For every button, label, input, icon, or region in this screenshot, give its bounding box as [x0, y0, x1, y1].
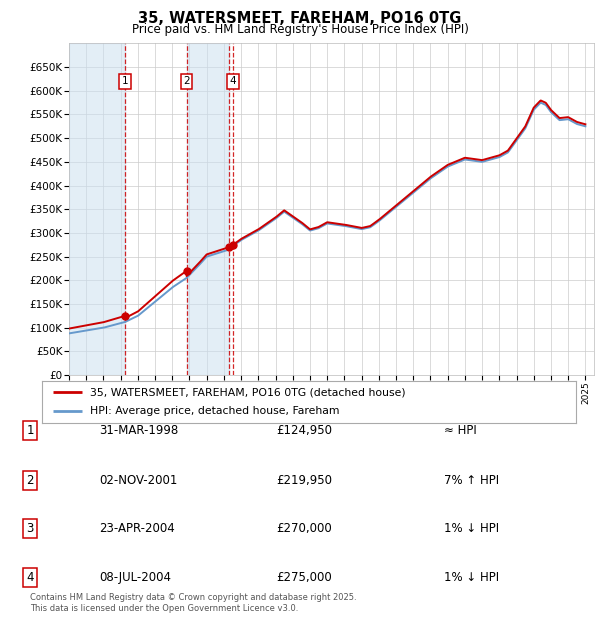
- Text: £270,000: £270,000: [276, 522, 332, 534]
- Text: 23-APR-2004: 23-APR-2004: [99, 522, 175, 534]
- Text: 1% ↓ HPI: 1% ↓ HPI: [444, 572, 499, 584]
- Text: 7% ↑ HPI: 7% ↑ HPI: [444, 474, 499, 487]
- Text: £275,000: £275,000: [276, 572, 332, 584]
- Text: £219,950: £219,950: [276, 474, 332, 487]
- Text: 2: 2: [26, 474, 34, 487]
- Text: 3: 3: [26, 522, 34, 534]
- Bar: [187, 43, 229, 375]
- Text: 4: 4: [230, 76, 236, 86]
- Text: 08-JUL-2004: 08-JUL-2004: [99, 572, 171, 584]
- Text: 1% ↓ HPI: 1% ↓ HPI: [444, 522, 499, 534]
- Text: 35, WATERSMEET, FAREHAM, PO16 0TG: 35, WATERSMEET, FAREHAM, PO16 0TG: [139, 11, 461, 25]
- Text: £124,950: £124,950: [276, 425, 332, 437]
- Text: ≈ HPI: ≈ HPI: [444, 425, 477, 437]
- Text: 35, WATERSMEET, FAREHAM, PO16 0TG (detached house): 35, WATERSMEET, FAREHAM, PO16 0TG (detac…: [90, 387, 406, 397]
- Bar: [69, 43, 125, 375]
- Text: 2: 2: [183, 76, 190, 86]
- Text: 4: 4: [26, 572, 34, 584]
- Text: 1: 1: [122, 76, 128, 86]
- Text: Contains HM Land Registry data © Crown copyright and database right 2025.
This d: Contains HM Land Registry data © Crown c…: [30, 593, 356, 613]
- Text: HPI: Average price, detached house, Fareham: HPI: Average price, detached house, Fare…: [90, 407, 340, 417]
- Text: Price paid vs. HM Land Registry's House Price Index (HPI): Price paid vs. HM Land Registry's House …: [131, 23, 469, 36]
- Text: 1: 1: [26, 425, 34, 437]
- Text: 31-MAR-1998: 31-MAR-1998: [99, 425, 178, 437]
- Text: 02-NOV-2001: 02-NOV-2001: [99, 474, 178, 487]
